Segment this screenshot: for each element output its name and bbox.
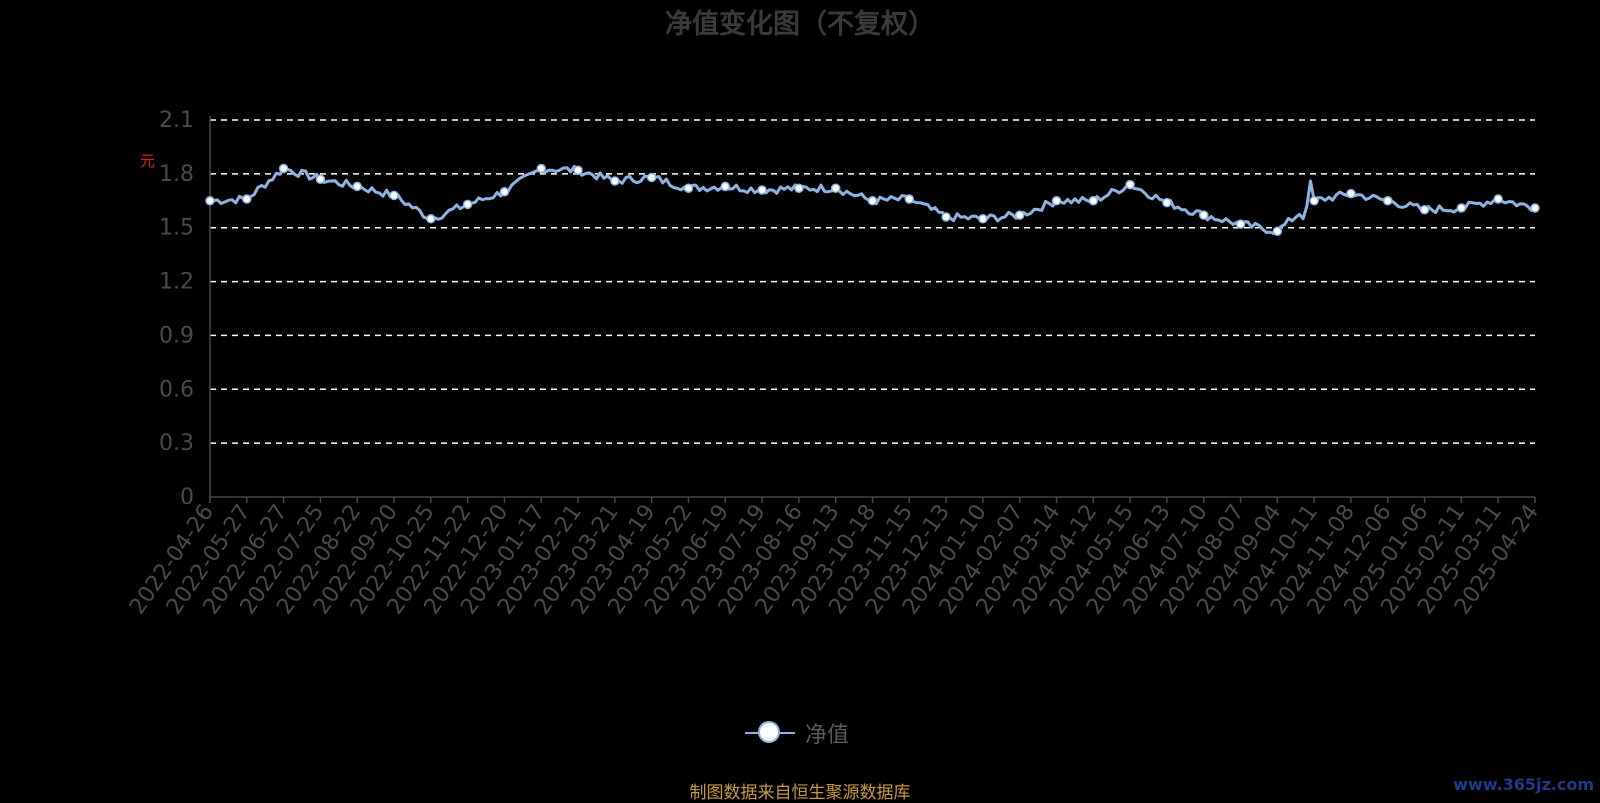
nav-point-marker — [536, 163, 546, 174]
data-source-note: 制图数据来自恒生聚源数据库 — [689, 783, 911, 803]
nav-point-marker — [1014, 210, 1025, 220]
nav-point-marker — [757, 185, 767, 195]
chart-title: 净值变化图（不复权） — [665, 9, 935, 40]
nav-point-marker — [1383, 196, 1393, 206]
nav-point-marker — [978, 213, 988, 224]
y-tick-label: 2.1 — [159, 108, 194, 133]
nav-point-marker — [1456, 203, 1467, 213]
y-axis-unit-label: 元 — [140, 152, 156, 170]
nav-point-marker — [867, 196, 878, 206]
nav-point-marker — [389, 190, 399, 201]
legend-series-label: 净值 — [805, 723, 850, 748]
legend-series-icon — [745, 718, 795, 748]
nav-point-marker — [720, 181, 731, 192]
nav-point-marker — [1125, 179, 1135, 190]
nav-point-marker — [352, 181, 362, 192]
nav-point-marker — [1493, 194, 1503, 204]
y-tick-label: 0.6 — [159, 377, 194, 402]
nav-point-marker — [830, 183, 841, 193]
y-tick-label: 0.9 — [159, 323, 194, 348]
nav-point-marker — [646, 172, 657, 183]
nav-point-marker — [1346, 188, 1356, 199]
y-tick-label: 1.2 — [159, 270, 194, 295]
nav-point-marker — [941, 212, 951, 222]
nav-point-marker — [205, 196, 215, 206]
nav-point-marker — [610, 176, 620, 186]
nav-point-marker — [1051, 196, 1062, 206]
nav-point-marker — [573, 165, 583, 176]
nav-point-marker — [1199, 210, 1209, 220]
nav-point-marker — [426, 213, 436, 224]
nav-point-marker — [499, 187, 510, 197]
nav-point-marker — [794, 183, 804, 193]
nav-point-marker — [1272, 226, 1283, 237]
chart-legend[interactable]: 净值 — [745, 718, 849, 748]
nav-point-marker — [1530, 203, 1540, 213]
y-tick-label: 0 — [180, 485, 194, 510]
y-tick-label: 1.5 — [159, 216, 194, 241]
y-tick-label: 1.8 — [159, 162, 194, 187]
y-tick-label: 0.3 — [159, 431, 194, 456]
nav-point-marker — [1309, 196, 1319, 206]
nav-point-marker — [462, 199, 473, 210]
nav-point-marker — [904, 194, 915, 204]
nav-point-marker — [1088, 196, 1099, 206]
nav-point-marker — [278, 163, 289, 174]
nav-point-marker — [242, 194, 252, 204]
nav-point-marker — [1162, 197, 1172, 208]
nav-point-marker — [1419, 205, 1430, 215]
nav-point-marker — [683, 183, 694, 193]
nav-point-marker — [315, 174, 326, 184]
site-watermark: www.365jz.com — [1453, 775, 1594, 794]
nav-point-marker — [1235, 219, 1246, 229]
